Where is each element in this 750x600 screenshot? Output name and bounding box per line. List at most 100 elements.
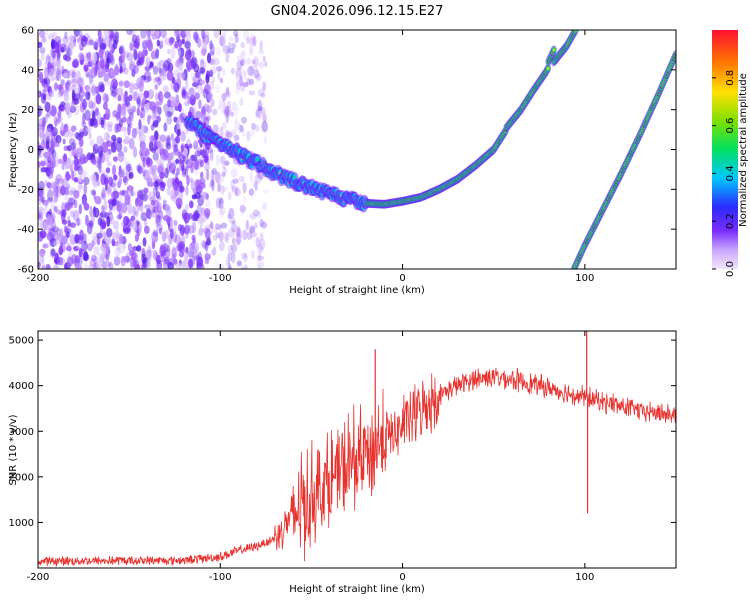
noise-blob — [158, 40, 164, 49]
noise-blob — [72, 139, 77, 148]
noise-blob — [205, 198, 211, 208]
noise-blob — [228, 265, 232, 269]
noise-blob — [198, 99, 202, 110]
noise-blob — [200, 30, 206, 40]
noise-blob — [227, 262, 232, 269]
snr-y-tick-label: 4000 — [9, 381, 34, 392]
noise-blob — [169, 194, 177, 202]
noise-blob — [166, 116, 173, 125]
noise-blob — [171, 247, 177, 259]
noise-blob — [75, 218, 82, 226]
noise-blob — [133, 222, 138, 232]
noise-blob — [258, 49, 264, 55]
noise-blob — [66, 79, 72, 86]
noise-blob — [262, 81, 267, 92]
noise-blob — [228, 251, 233, 263]
noise-blob — [239, 124, 244, 133]
noise-blob — [53, 115, 57, 122]
noise-blob — [235, 237, 241, 246]
noise-blob — [199, 79, 205, 85]
noise-blob — [39, 130, 45, 141]
noise-blob — [106, 161, 112, 167]
noise-blob — [149, 166, 154, 175]
noise-blob — [102, 247, 107, 256]
noise-blob — [202, 227, 210, 234]
noise-blob — [155, 48, 160, 59]
noise-blob — [172, 168, 176, 175]
noise-blob — [80, 35, 87, 48]
noise-blob — [108, 38, 113, 50]
spectrogram-y-tick-label: -40 — [18, 225, 34, 236]
noise-blob — [105, 108, 111, 121]
noise-blob — [194, 150, 202, 157]
noise-blob — [255, 108, 261, 118]
noise-blob — [65, 48, 73, 57]
noise-blob — [73, 177, 79, 183]
noise-blob — [258, 238, 266, 251]
noise-blob — [156, 115, 162, 124]
noise-blob — [155, 211, 159, 218]
noise-blob — [222, 167, 228, 174]
noise-blob — [252, 35, 257, 47]
noise-blob — [115, 109, 121, 117]
noise-blob — [253, 68, 260, 79]
noise-blob — [215, 47, 221, 57]
noise-blob — [218, 224, 222, 231]
noise-blob — [159, 171, 165, 179]
noise-blob — [107, 80, 114, 87]
noise-blob — [232, 185, 236, 195]
noise-blob — [164, 110, 172, 118]
noise-blob — [151, 199, 155, 206]
noise-blob — [219, 205, 226, 216]
noise-blob — [231, 185, 236, 193]
noise-blob — [247, 65, 255, 77]
noise-blob — [140, 30, 147, 39]
noise-blob — [98, 86, 105, 93]
noise-blob — [109, 32, 116, 39]
noise-blob — [70, 143, 75, 152]
noise-blob — [77, 183, 83, 190]
noise-blob — [249, 171, 253, 183]
noise-blob — [88, 131, 92, 140]
noise-blob — [170, 188, 177, 200]
noise-blob — [63, 225, 67, 233]
noise-blob — [56, 178, 64, 185]
noise-blob — [96, 111, 102, 119]
noise-blob — [228, 36, 234, 42]
noise-blob — [190, 154, 198, 161]
noise-blob — [246, 36, 250, 45]
noise-blob — [113, 174, 118, 181]
spectrogram-y-tick-label: 40 — [21, 65, 34, 76]
noise-blob — [118, 177, 123, 186]
noise-blob — [140, 212, 148, 222]
noise-blob — [88, 221, 94, 228]
noise-blob — [71, 253, 78, 264]
noise-blob — [47, 227, 54, 235]
noise-blob — [136, 107, 140, 116]
noise-blob — [227, 47, 235, 54]
noise-blob — [157, 106, 162, 115]
noise-blob — [235, 233, 243, 244]
noise-blob — [234, 188, 242, 197]
noise-blob — [62, 154, 67, 166]
noise-blob — [80, 89, 86, 97]
noise-blob — [203, 155, 209, 164]
noise-blob — [71, 71, 77, 84]
noise-blob — [112, 220, 120, 230]
noise-blob — [249, 213, 257, 220]
noise-blob — [167, 99, 171, 108]
noise-blob — [91, 240, 95, 248]
noise-blob — [42, 264, 47, 269]
noise-blob — [96, 232, 103, 239]
noise-blob — [238, 66, 245, 76]
noise-blob — [91, 174, 97, 186]
noise-blob — [91, 211, 96, 223]
snr-x-tick-label: -100 — [209, 572, 232, 583]
noise-blob — [119, 68, 123, 74]
noise-blob — [166, 187, 171, 196]
noise-blob — [209, 149, 214, 162]
noise-blob — [136, 51, 143, 64]
noise-blob — [48, 228, 56, 239]
colorbar-label: Normalized spectral amplitude — [738, 73, 749, 227]
